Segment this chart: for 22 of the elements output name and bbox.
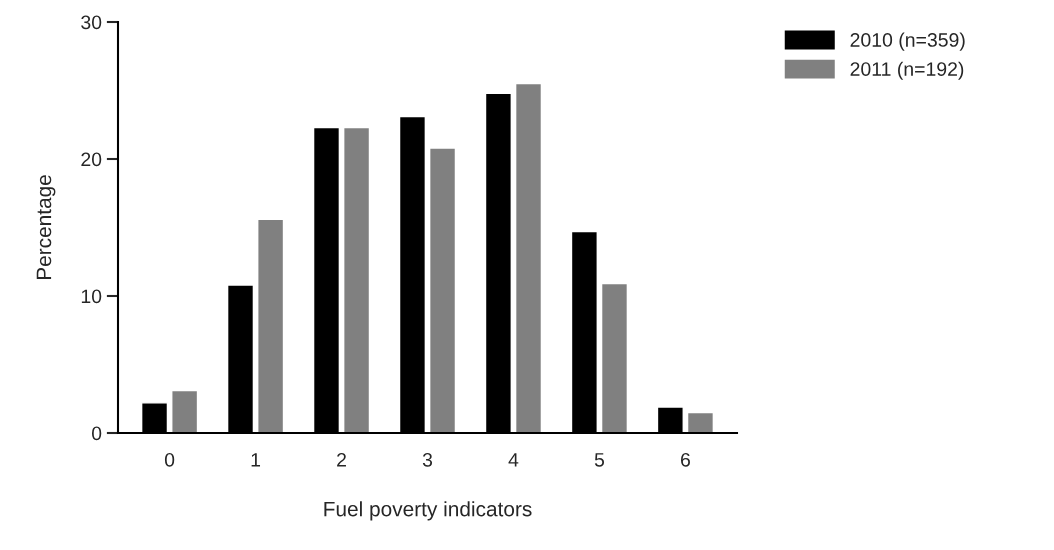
x-tick-label: 1 [251, 453, 261, 467]
y-tick-label: 10 [81, 289, 102, 304]
y-tick-label: 20 [81, 152, 102, 167]
bar [600, 282, 629, 433]
x-tick-label: 0 [164, 452, 175, 467]
x-axis-title: Fuel poverty indicators [324, 501, 532, 521]
legend-label: 2011 (n=192) [850, 61, 964, 80]
y-tick-label: 0 [91, 426, 102, 441]
bar [686, 411, 715, 433]
x-tick-label: 4 [508, 453, 519, 467]
x-tick-label: 6 [681, 452, 690, 467]
y-axis-title: Percentage [36, 175, 56, 280]
bar [257, 218, 285, 433]
x-tick-label: 5 [594, 453, 605, 467]
x-tick-label: 3 [422, 452, 433, 467]
bar [342, 126, 371, 433]
legend-label: 2010 (n=359) [850, 32, 965, 51]
bar [514, 82, 543, 433]
x-tick-label: 2 [337, 452, 346, 467]
y-tick-label: 30 [81, 15, 102, 30]
bar [428, 147, 457, 433]
bar [171, 389, 199, 433]
